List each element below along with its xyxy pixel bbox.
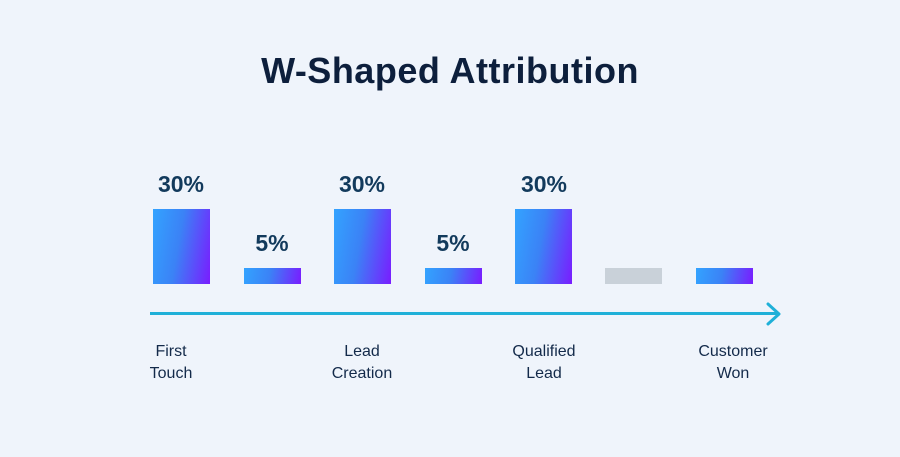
- axis-label-first-touch: First Touch: [111, 341, 231, 385]
- label-line: Lead: [344, 343, 380, 360]
- label-line: Qualified: [512, 343, 576, 360]
- axis-label-lead-creation: Lead Creation: [302, 341, 422, 385]
- bar-stage-6-inactive: [605, 268, 662, 284]
- arrow-right-icon: [766, 302, 781, 326]
- timeline-axis: [150, 312, 778, 315]
- bar-stage-2: [244, 268, 301, 284]
- label-line: Won: [716, 365, 750, 382]
- label-line: Creation: [331, 365, 393, 382]
- value-label-qualified-lead: 30%: [520, 171, 568, 197]
- bar-stage-4: [425, 268, 482, 284]
- axis-label-customer-won: Customer Won: [673, 341, 793, 385]
- axis-label-qualified-lead: Qualified Lead: [484, 341, 604, 385]
- value-label-lead-creation: 30%: [338, 171, 386, 197]
- bar-first-touch: [153, 209, 210, 284]
- bar-lead-creation: [334, 209, 391, 284]
- value-label-stage-2: 5%: [255, 230, 289, 256]
- label-line: Customer: [698, 343, 768, 360]
- value-label-first-touch: 30%: [157, 171, 205, 197]
- bar-qualified-lead: [515, 209, 572, 284]
- value-label-stage-4: 5%: [436, 230, 470, 256]
- label-line: Lead: [526, 365, 562, 382]
- label-line: First: [155, 343, 187, 360]
- bar-customer-won: [696, 268, 753, 284]
- chart-title: W-Shaped Attribution: [261, 50, 639, 91]
- label-line: Touch: [149, 365, 193, 382]
